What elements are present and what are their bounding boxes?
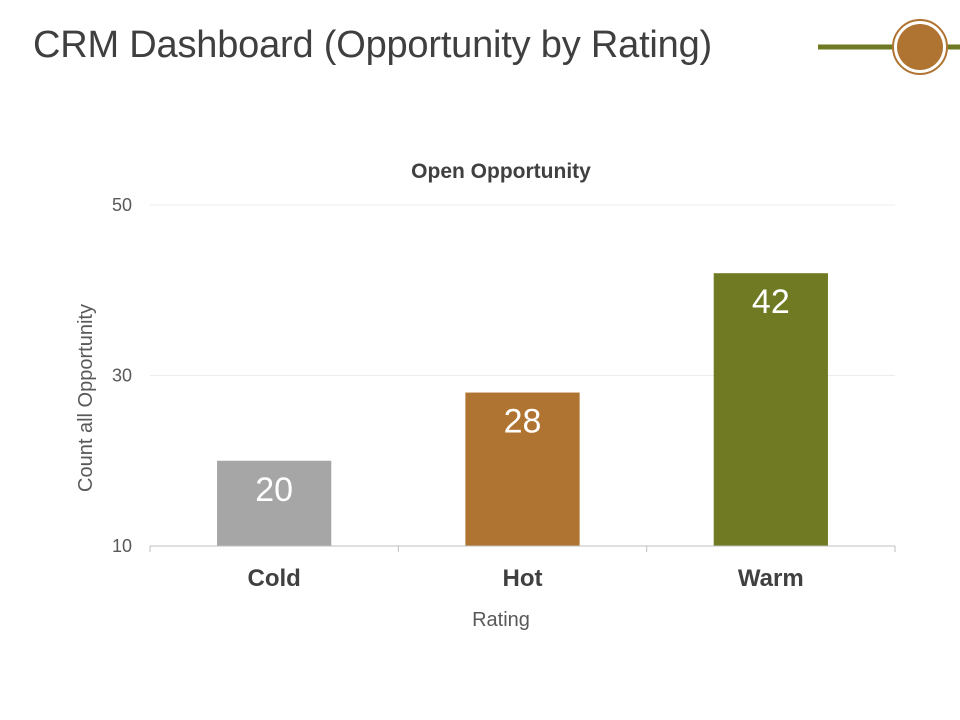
y-tick-label-10: 10 [112,536,132,556]
x-axis [149,545,896,552]
bar-warm [713,273,828,546]
labels: 20 Cold 28 Hot 42 Warm [248,283,804,592]
y-tick-label-50: 50 [112,195,132,215]
y-axis-ticks: 10 30 50 [112,195,132,556]
data-label-cold: 20 [255,471,293,509]
bar-cold [217,460,332,546]
chart-title: Open Opportunity [411,160,591,183]
y-axis-title: Count all Opportunity [75,304,97,492]
header-decoration [818,19,960,75]
decoration-circle [897,24,943,70]
bars [217,273,828,546]
category-label-hot: Hot [503,565,543,592]
page-title: CRM Dashboard (Opportunity by Rating) [33,24,712,66]
category-label-warm: Warm [738,565,804,592]
bar-hot [465,392,580,546]
y-tick-label-30: 30 [112,366,132,386]
data-label-hot: 28 [504,403,542,441]
category-label-cold: Cold [248,565,301,592]
data-label-warm: 42 [752,283,790,321]
x-axis-title: Rating [472,609,530,631]
